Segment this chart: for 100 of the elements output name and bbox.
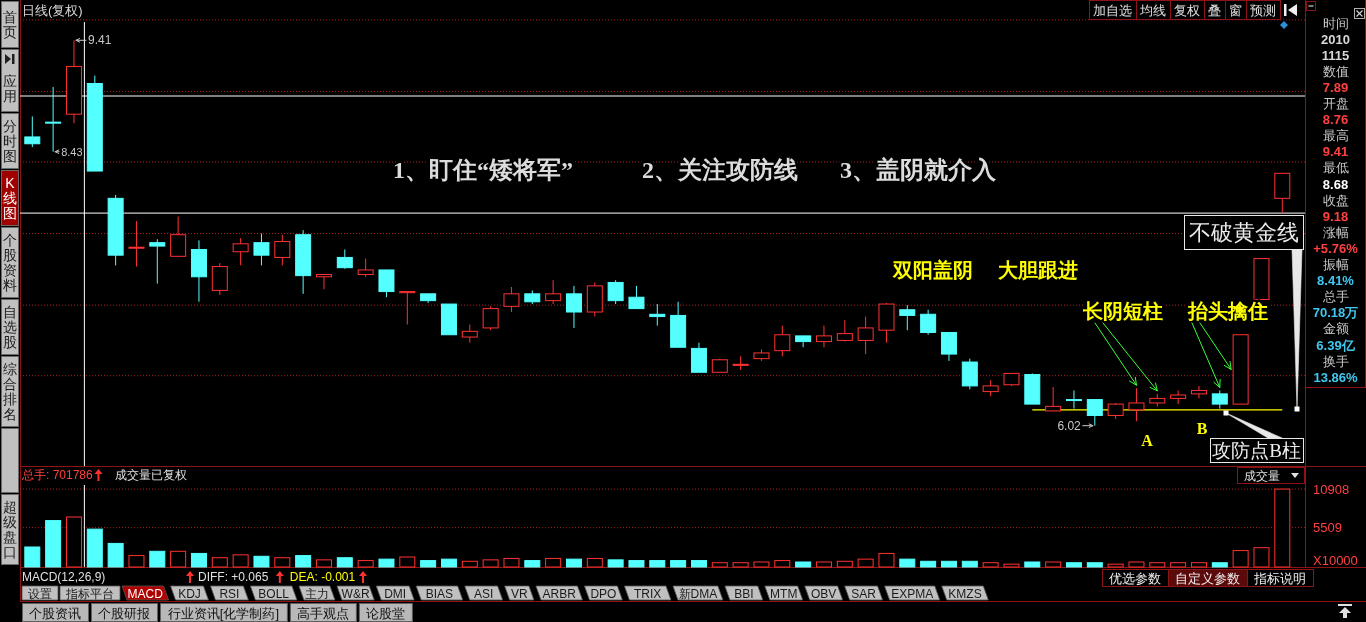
bar [545, 557, 562, 568]
tab: 首页 [1, 1, 19, 48]
bar [170, 550, 187, 568]
category-label: 高手观点 [296, 605, 349, 621]
category-label: 个股资料 [3, 231, 17, 293]
bar [732, 562, 749, 568]
candlestick [482, 305, 499, 331]
text: DEA: -0.001 [289, 570, 356, 584]
button: 预测 [1246, 0, 1281, 20]
candlestick [899, 304, 916, 331]
bar [940, 560, 957, 568]
bar [670, 560, 687, 568]
category-label: EXPMA [891, 586, 934, 601]
bar [357, 560, 374, 568]
candlestick [565, 285, 582, 329]
bar [815, 561, 832, 568]
bar [524, 560, 541, 568]
candlestick [1211, 389, 1228, 410]
category-label: W&R [341, 586, 370, 601]
bar [1086, 562, 1103, 568]
bar [1107, 563, 1124, 568]
category-label: MACD [127, 586, 164, 601]
annotation: B [1196, 419, 1208, 437]
bar [774, 560, 791, 568]
category-label: 综合排名 [3, 360, 17, 422]
tab: VR [504, 585, 535, 601]
category-label: OBV [811, 586, 837, 601]
tab: 自选股 [1, 299, 19, 355]
tab: 综合排名 [1, 356, 19, 427]
y-tick-label: 10908 [1313, 481, 1350, 497]
candlestick [690, 342, 707, 373]
button: 复权 [1170, 0, 1205, 20]
text: 涨幅 [1322, 224, 1349, 240]
category-label: TRIX [634, 586, 662, 601]
candlestick [378, 269, 395, 298]
category-label: 论股堂 [365, 605, 405, 621]
text: 9.18 [1322, 208, 1349, 224]
category-label: 超级盘口 [3, 498, 17, 560]
category-label: 行业资讯[化学制药] [167, 605, 280, 621]
category-label: KMZS [948, 586, 982, 601]
button: 自定义参数 [1168, 569, 1248, 587]
bar [295, 555, 312, 568]
candlestick [815, 325, 832, 348]
category-label: BIAS [425, 586, 454, 601]
text: 金额 [1322, 321, 1349, 337]
text: 数值 [1322, 63, 1349, 79]
bar [378, 558, 395, 568]
category-label: 自选股 [3, 303, 17, 350]
bar [482, 559, 499, 568]
category-label: 指标平台 [65, 586, 114, 601]
tab: 分时图 [1, 113, 19, 169]
tab: SAR [844, 585, 883, 601]
annotation: 大胆跟进 [998, 259, 1078, 281]
bar [649, 560, 666, 568]
y-axis-title: X10000 [1313, 552, 1358, 568]
candlestick [357, 258, 374, 278]
category-label: 分时图 [3, 117, 17, 164]
category-label: 个股研报 [98, 605, 150, 621]
button: 叠 [1204, 0, 1226, 20]
text: 70.18万 [1312, 305, 1359, 321]
bar [1253, 547, 1270, 568]
bar [1232, 550, 1249, 568]
annotation: 6.02 [1057, 418, 1082, 433]
candlestick [920, 309, 937, 336]
candlestick [315, 274, 332, 290]
bar [86, 528, 103, 568]
text: +5.76% [1313, 240, 1359, 256]
bar [836, 560, 853, 568]
text: 收盘 [1322, 192, 1349, 208]
bar [586, 557, 603, 568]
bar [1170, 562, 1187, 568]
candlestick [211, 262, 228, 296]
tab: 设置 [21, 585, 59, 601]
text: 9.41 [1322, 144, 1349, 160]
bar [211, 557, 228, 568]
chart-title: 日线(复权) [22, 2, 83, 18]
bar [65, 516, 82, 568]
candlestick [1045, 386, 1062, 412]
tab: DMI [375, 585, 415, 601]
category-label: 窗 [1229, 3, 1242, 18]
text: MACD(12,26,9) [22, 570, 106, 584]
category-label: BOLL [258, 586, 290, 601]
text: 最低 [1322, 160, 1349, 176]
category-label: BBI [734, 586, 754, 601]
bar [399, 556, 416, 568]
button: 均线 [1136, 0, 1171, 20]
bar [1190, 562, 1207, 568]
category-label: 预测 [1250, 3, 1276, 18]
text: 振幅 [1322, 257, 1349, 272]
annotation: 1、盯住“矮将军” [393, 157, 573, 183]
category-label: 设置 [28, 586, 52, 601]
text: 8.41% [1317, 273, 1355, 289]
bar [565, 558, 582, 568]
candlestick [795, 335, 812, 348]
candlestick [24, 115, 41, 148]
candlestick [649, 303, 666, 327]
bar [1024, 561, 1041, 568]
annotation: 9.41 [87, 33, 112, 48]
bar [1128, 561, 1145, 568]
candlestick [461, 324, 478, 344]
